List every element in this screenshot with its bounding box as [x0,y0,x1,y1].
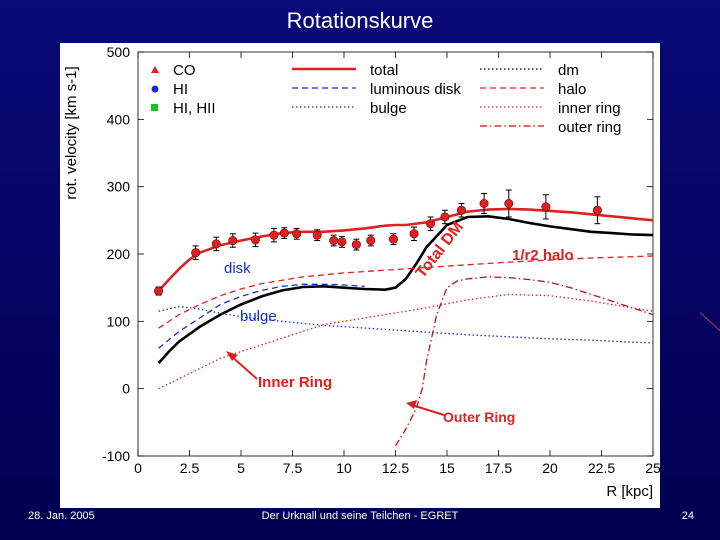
arrowhead-inner-ring [226,351,238,361]
series-bulge [158,305,654,344]
annotation-bulge: bulge [240,308,277,325]
x-tick-label: 0 [134,460,142,476]
annotation-inner-ring: Inner Ring [258,374,332,391]
data-point [409,229,419,239]
data-point [541,202,551,212]
x-axis-label: R [kpc] [606,483,653,500]
data-point [426,219,436,229]
annotation-disk: disk [224,260,251,277]
slide-title: Rotationskurve [286,8,434,33]
data-point [456,205,466,215]
legend-label: CO [173,62,196,79]
annotation-halo: 1/r2 halo [512,247,574,264]
x-tick-label: 7.5 [283,460,303,476]
x-tick-label: 2.5 [180,460,200,476]
legend-label: inner ring [558,100,621,117]
data-point [351,240,361,250]
legend-label: outer ring [558,119,621,136]
legend-label: halo [558,81,586,98]
legend-label: HI, HII [173,100,216,117]
data-point [211,239,221,249]
legend-label: HI [173,81,188,98]
series-halo [158,255,654,329]
legend-label: total [370,62,398,79]
data-point [479,199,489,209]
x-tick-label: 20 [542,460,558,476]
data-point [366,236,376,246]
data-point [191,248,201,258]
series-luminous-disk [158,283,365,349]
x-tick-label: 5 [237,460,245,476]
legend-marker-circle [151,85,159,93]
data-point [592,205,602,215]
y-tick-label: 500 [107,44,131,60]
data-point [337,237,347,247]
decorative-line [699,312,720,333]
y-tick-label: 300 [107,179,131,195]
data-point [250,235,260,245]
legend-label: luminous disk [370,81,461,98]
x-tick-label: 12.5 [382,460,409,476]
data-point [504,199,514,209]
footer-title: Der Urknall und seine Teilchen - EGRET [261,510,459,522]
y-tick-label: -100 [102,448,130,464]
x-tick-label: 17.5 [485,460,512,476]
y-axis-label: rot. velocity [km s-1] [63,66,80,199]
x-tick-label: 22.5 [588,460,615,476]
y-tick-label: 0 [122,381,130,397]
footer-page-number: 24 [681,510,694,522]
data-point [292,229,302,239]
x-tick-label: 25 [645,460,660,476]
data-point [269,230,279,240]
arrowhead-outer-ring [406,400,417,409]
arrow-outer-ring [411,404,445,416]
data-point [154,286,164,296]
arrow-inner-ring [229,354,258,380]
footer-date: 28. Jan. 2005 [28,510,95,522]
series-total [157,207,654,292]
series-dm [157,214,654,364]
legend-marker-square [151,104,158,111]
annotation-outer-ring: Outer Ring [443,409,515,425]
series-outer-ring [394,276,654,447]
legend-marker-triangle [151,66,159,73]
y-tick-label: 400 [107,111,131,127]
data-point [279,228,289,238]
data-point [329,236,339,246]
data-point [388,234,398,244]
y-tick-label: 100 [107,313,131,329]
chart-background [60,43,660,508]
x-tick-label: 15 [439,460,455,476]
x-tick-label: 10 [336,460,352,476]
y-tick-label: 200 [107,246,131,262]
data-point [312,230,322,240]
data-point [440,212,450,222]
data-point [228,236,238,246]
legend-label: bulge [370,100,407,117]
legend-label: dm [558,62,579,79]
